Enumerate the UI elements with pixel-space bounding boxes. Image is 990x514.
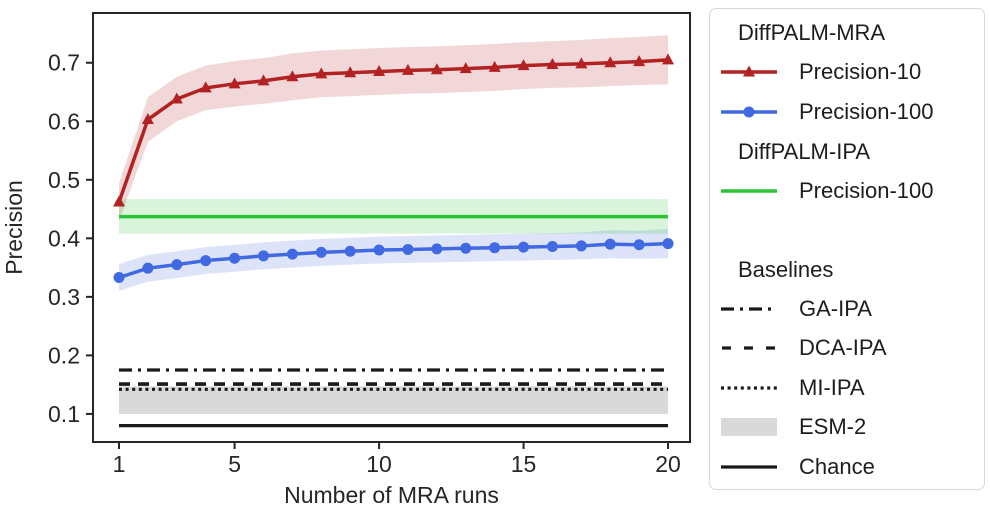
x-tick-label: 15 [511,451,537,477]
legend-label: GA-IPA [799,295,872,321]
marker-circle [229,252,241,264]
legend-label: Precision-100 [799,177,934,203]
marker-triangle [228,77,241,89]
marker-circle [518,241,530,253]
x-axis-label: Number of MRA runs [284,482,499,508]
marker-circle [344,245,356,257]
legend-label: Precision-100 [799,98,934,124]
marker-triangle [430,63,443,75]
marker-circle [604,238,616,250]
marker-circle [460,242,472,254]
x-tick-label: 20 [655,451,681,477]
marker-circle [113,272,125,284]
marker-circle [171,259,183,271]
marker-triangle [199,81,212,93]
legend-group-title: Baselines [738,256,834,282]
dashed-line-icon [722,346,777,350]
x-tick-label: 5 [228,451,241,477]
marker-triangle [575,57,588,69]
y-tick-label: 0.6 [48,108,80,134]
solid-line-icon [721,465,777,469]
legend-group-diffpalm-mra: DiffPALM-MRA Precision-10 Precision-100 [710,13,984,132]
x-tick-label: 1 [113,451,126,477]
dashdot-line-icon [721,307,777,311]
marker-triangle [286,70,299,82]
gray-patch-icon [721,418,777,437]
marker-triangle [141,113,154,125]
marker-triangle [373,65,386,77]
x-tick-label: 10 [366,451,392,477]
dotted-line-icon [721,386,777,390]
green-line-icon [721,189,777,193]
marker-triangle [401,63,414,75]
legend-item-precision-100-ipa: Precision-100 [710,171,984,211]
marker-triangle [315,67,328,79]
marker-triangle [662,53,675,65]
marker-triangle [604,56,617,68]
marker-circle [489,242,501,254]
marker-triangle [113,195,126,207]
y-tick-label: 0.2 [48,342,80,368]
marker-circle [662,238,674,250]
marker-triangle [488,60,501,72]
y-tick-label: 0.7 [48,50,80,76]
marker-circle [373,244,385,256]
marker-circle [633,239,645,251]
marker-triangle [344,66,357,78]
legend-group-diffpalm-ipa: DiffPALM-IPA Precision-100 [710,132,984,211]
y-tick-label: 0.3 [48,284,80,310]
legend-label: Chance [799,453,875,479]
y-axis-label: Precision [1,180,27,275]
marker-triangle [459,62,472,74]
line-series-0 [117,58,669,203]
plot-frame [92,12,691,443]
marker-triangle [633,55,646,67]
band-esm-2 [119,386,669,414]
marker-circle [286,248,298,260]
legend-label: ESM-2 [799,414,867,440]
band-series-1 [119,228,669,292]
legend-item-precision-10: Precision-10 [710,53,984,93]
marker-circle [575,240,587,252]
legend-item-esm-2: ESM-2 [710,408,984,448]
marker-triangle [546,58,559,70]
marker-circle [546,241,558,253]
marker-circle [431,243,443,255]
y-tick-label: 0.4 [48,225,80,251]
legend-group-title: DiffPALM-MRA [738,20,886,45]
legend-group-title: DiffPALM-IPA [738,138,871,164]
marker-circle [200,255,212,267]
legend-group-baselines: Baselines GA-IPA DCA-IPA MI-IPA [710,250,984,487]
marker-triangle [257,74,270,86]
blue-circle-line-icon [721,106,777,118]
y-tick-label: 0.5 [48,167,80,193]
red-triangle-line-icon [721,65,777,77]
marker-triangle [170,92,183,104]
marker-circle [142,262,154,274]
marker-triangle [517,59,530,71]
legend-label: MI-IPA [799,374,865,400]
legend-item-mi-ipa: MI-IPA [710,368,984,408]
marker-circle [257,250,269,262]
legend-item-ga-ipa: GA-IPA [710,289,984,329]
legend-label: Precision-10 [799,59,922,85]
marker-circle [402,243,414,255]
legend-item-dca-ipa: DCA-IPA [710,329,984,369]
legend-label: DCA-IPA [799,335,887,361]
y-tick-label: 0.1 [48,401,80,427]
marker-circle [315,246,327,258]
legend-item-chance: Chance [710,447,984,487]
legend-item-precision-100-mra: Precision-100 [710,92,984,132]
legend: DiffPALM-MRA Precision-10 Precision-100 … [709,8,985,490]
